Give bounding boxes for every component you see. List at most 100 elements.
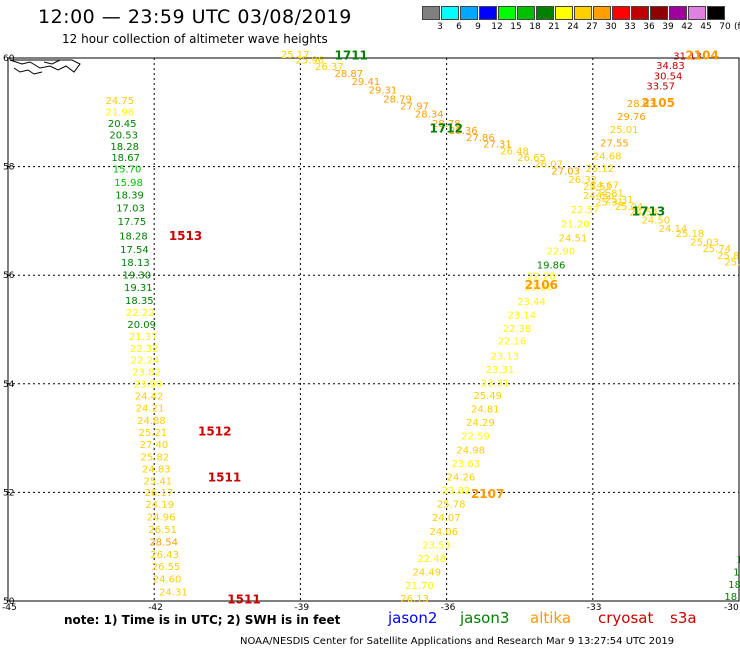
lat-label: 56	[3, 271, 15, 281]
lon-label: -39	[294, 603, 309, 613]
wave-height-value: 24.42	[135, 392, 164, 403]
wave-height-value: 26.37	[315, 62, 344, 73]
wave-height-value: 23.13	[490, 351, 519, 362]
wave-height-value: 18.35	[125, 296, 154, 307]
wave-height-value: 29.76	[617, 112, 646, 123]
scale-label: 18	[529, 22, 541, 32]
wave-height-value: 19.31	[124, 283, 153, 294]
wave-height-value: 24.49	[412, 567, 441, 578]
wave-height-value: 27.40	[140, 440, 169, 451]
wave-height-value: 24.14	[659, 224, 688, 235]
track-jason3-altika-north: 25.1725.9626.3728.8729.4129.3128.7927.97…	[281, 50, 740, 268]
wave-height-value: 28.54	[149, 538, 178, 549]
wave-height-value: 34.83	[656, 61, 685, 72]
wave-height-value: 23.82	[132, 368, 161, 379]
wave-height-value: 24.26	[447, 472, 476, 483]
wave-height-value: 24.98	[456, 445, 485, 456]
scale-swatch	[631, 6, 649, 20]
wave-height-value: 22.90	[547, 247, 576, 258]
wave-height-value: 26.32	[568, 175, 597, 186]
wave-height-value: 18.13	[121, 258, 150, 269]
wave-height-value: 15.98	[114, 178, 143, 189]
wave-height-value: 25.21	[139, 428, 168, 439]
wave-height-value: 25.18	[676, 229, 705, 240]
wave-height-value: 18	[737, 555, 740, 566]
wave-height-value: 18.67	[111, 153, 140, 164]
scale-swatch	[555, 6, 573, 20]
pass-time-label: 1511	[227, 593, 260, 607]
wave-height-value: 26.51	[148, 525, 177, 536]
wave-height-value: 23.28	[525, 282, 554, 293]
wave-height-value: 25.96	[296, 55, 325, 66]
wave-height-value: 19.86	[537, 261, 566, 272]
wave-height-value: 18.39	[115, 191, 144, 202]
wave-height-value: 22.32	[130, 344, 159, 355]
pass-time-label: 1513	[169, 229, 202, 243]
wave-height-value: 23.31	[486, 365, 515, 376]
wave-height-value: 24.75	[105, 96, 134, 107]
scale-label: 27	[586, 22, 598, 32]
wave-height-value: 21.96	[105, 108, 134, 119]
scale-label: 33	[624, 22, 636, 32]
wave-height-value: 26.17	[144, 488, 173, 499]
lon-label: -36	[441, 603, 456, 613]
wave-height-value: 24.67	[590, 180, 619, 191]
wave-height-value: 24.83	[142, 464, 171, 475]
lon-label: -33	[587, 603, 602, 613]
wave-height-value: 28.78	[432, 119, 461, 130]
pass-time-label: 2106	[525, 278, 558, 292]
wave-height-value: 24.07	[432, 513, 461, 524]
wave-height-value: 18.	[728, 580, 740, 591]
wave-height-value: 23.82	[442, 486, 471, 497]
wave-height-value: 26.07	[534, 160, 563, 171]
wave-height-value: 28.79	[383, 95, 412, 106]
pass-time-label: 1711	[335, 49, 368, 63]
wave-height-value: 24.60	[153, 575, 182, 586]
wave-height-value: 24.54	[629, 207, 658, 218]
scale-label: 70	[719, 22, 731, 32]
scale-swatch	[441, 6, 459, 20]
wave-height-value: 22.24	[131, 356, 160, 367]
wave-height-value: 24.51	[559, 234, 588, 245]
scale-label: 6	[456, 22, 462, 32]
wave-height-value: 24.68	[593, 152, 622, 163]
wave-height-value: 20.45	[108, 119, 137, 130]
pass-time-label: 1511	[208, 471, 241, 485]
wave-height-value: 22.38	[503, 324, 532, 335]
lon-label: -42	[148, 603, 163, 613]
scale-label: 9	[475, 22, 481, 32]
wave-height-value: 17.	[733, 567, 740, 578]
wave-height-value: 26.55	[152, 562, 181, 573]
lon-label: -45	[2, 603, 17, 613]
wave-height-value: 25.52	[583, 182, 612, 193]
wave-height-value: 25.31	[595, 198, 624, 209]
wave-height-value: 24.50	[642, 216, 671, 227]
wave-height-value: 23.14	[508, 311, 537, 322]
satellite-legend-jason2: jason2	[388, 609, 438, 627]
scale-swatch	[612, 6, 630, 20]
scale-swatch	[479, 6, 497, 20]
scale-swatch	[498, 6, 516, 20]
wave-height-value: 27.03	[551, 167, 580, 178]
map-subtitle: 12 hour collection of altimeter wave hei…	[62, 32, 328, 46]
wave-height-value: 21.70	[405, 581, 434, 592]
pass-time-label: 2104	[685, 49, 718, 63]
pass-time-label: 2105	[642, 96, 675, 110]
wave-height-value: 25.03	[690, 237, 719, 248]
wave-height-value: 29.41	[352, 77, 381, 88]
wave-height-value: 25.01	[610, 125, 639, 136]
scale-label: 15	[510, 22, 522, 32]
scale-label: 36	[643, 22, 655, 32]
scale-swatch	[650, 6, 668, 20]
wave-height-value: 25.04	[615, 202, 644, 213]
scale-label: 39	[662, 22, 674, 32]
scale-label: 42	[681, 22, 693, 32]
wave-height-value: 25.13	[724, 257, 740, 268]
wave-height-value: 19.30	[123, 270, 152, 281]
wave-height-value: 30.54	[654, 72, 683, 83]
wave-height-value: 27.97	[400, 102, 429, 113]
wave-height-value: 26.43	[150, 550, 179, 561]
scale-label: 24	[567, 22, 579, 32]
wave-height-value: 27.86	[466, 133, 495, 144]
